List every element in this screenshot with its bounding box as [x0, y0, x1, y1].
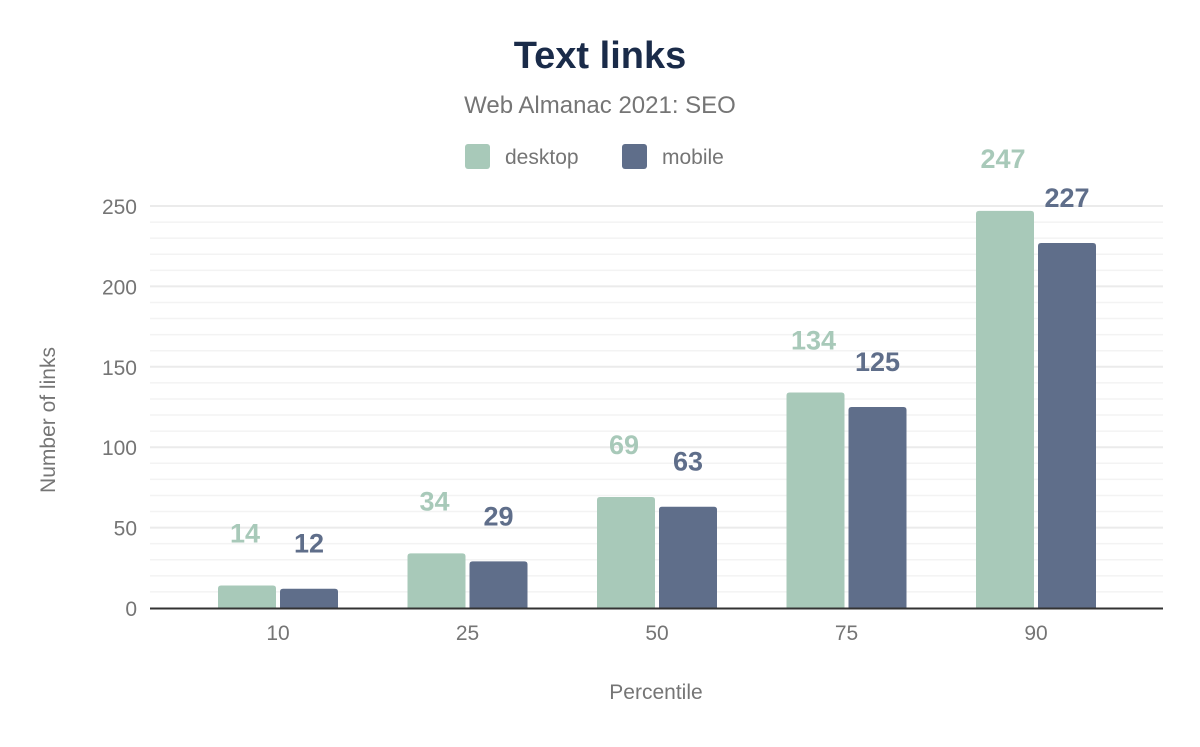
bar-desktop: [407, 553, 466, 608]
y-axis: 0 50 100 150 200 250: [102, 196, 137, 621]
bar-desktop: [597, 497, 655, 608]
bar-mobile: [848, 407, 907, 608]
data-label-desktop: 69: [609, 430, 639, 460]
y-tick-label: 150: [102, 357, 137, 380]
data-label-mobile: 125: [855, 347, 900, 377]
data-label-mobile: 12: [294, 529, 324, 559]
legend-swatch-desktop: [465, 144, 490, 169]
bar-mobile: [1038, 242, 1096, 608]
y-tick-label: 100: [102, 437, 137, 460]
x-tick-label: 10: [266, 622, 289, 645]
data-label-mobile: 63: [673, 447, 703, 477]
y-tick-label: 250: [102, 196, 137, 219]
data-label-desktop: 14: [230, 518, 260, 548]
data-label-mobile: 227: [1044, 183, 1089, 213]
bar-mobile: [659, 506, 717, 608]
bar-desktop: [218, 585, 276, 608]
data-label-desktop: 247: [980, 144, 1025, 174]
bars: 14 12 34 29 69 63 134 125 247 227: [218, 144, 1096, 608]
data-label-mobile: 29: [483, 501, 513, 531]
y-axis-label: Number of links: [37, 347, 60, 493]
y-tick-label: 0: [125, 598, 137, 621]
bar-mobile: [469, 561, 528, 608]
chart-title: Text links: [514, 35, 686, 77]
x-axis-label: Percentile: [609, 681, 702, 704]
x-axis: 10 25 50 75 90: [150, 607, 1163, 645]
bar-desktop: [786, 392, 845, 608]
y-tick-label: 200: [102, 276, 137, 299]
x-tick-label: 25: [456, 622, 479, 645]
bar-mobile: [280, 588, 338, 608]
x-tick-label: 50: [645, 622, 668, 645]
data-label-desktop: 134: [791, 326, 836, 356]
x-tick-label: 75: [835, 622, 858, 645]
legend: desktop mobile: [465, 144, 724, 169]
data-label-desktop: 34: [419, 486, 449, 516]
y-tick-label: 50: [114, 518, 137, 541]
legend-label-desktop: desktop: [505, 146, 579, 169]
legend-swatch-mobile: [622, 144, 647, 169]
chart-subtitle: Web Almanac 2021: SEO: [464, 92, 736, 119]
bar-desktop: [976, 210, 1034, 608]
legend-label-mobile: mobile: [662, 146, 724, 169]
x-tick-label: 90: [1024, 622, 1047, 645]
